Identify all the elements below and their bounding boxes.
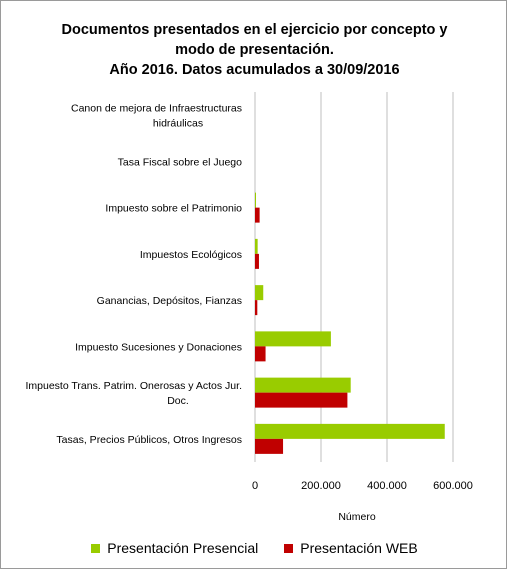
legend-item-web: Presentación WEB [284,540,418,556]
bar-web [255,207,260,223]
bar-web [255,438,284,454]
category-label: Impuesto sobre el Patrimonio [105,203,242,215]
category-label: Tasas, Precios Públicos, Otros Ingresos [56,434,242,446]
title-line-2: modo de presentación. [175,42,334,58]
chart-legend: Presentación Presencial Presentación WEB [0,540,509,556]
bar-web [255,392,348,408]
bar-presencial [255,238,258,254]
x-axis-label: Número [338,511,376,523]
title-line-1: Documentos presentados en el ejercicio p… [61,22,448,38]
bar-presencial [255,192,256,208]
bar-presencial [255,331,331,347]
category-label: Impuestos Ecológicos [140,249,242,261]
legend-item-presencial: Presentación Presencial [91,540,258,556]
category-label: Impuesto Sucesiones y Donaciones [75,341,242,353]
legend-label-presencial: Presentación Presencial [107,540,259,556]
x-tick-label: 0 [252,480,258,492]
bar-web [255,253,259,269]
bar-web [255,346,266,362]
bar-presencial [255,377,351,393]
title-line-3: Año 2016. Datos acumulados a 30/09/2016 [109,62,400,78]
category-label: Impuesto Trans. Patrim. Onerosas y Actos… [25,380,242,392]
legend-label-web: Presentación WEB [300,540,418,556]
category-label: Tasa Fiscal sobre el Juego [118,156,242,168]
category-label: Doc. [167,395,189,407]
category-label: Ganancias, Depósitos, Fianzas [97,295,242,307]
x-tick-label: 200.000 [301,480,341,492]
x-tick-label: 400.000 [367,480,407,492]
bar-web [255,300,258,316]
bar-presencial [255,423,445,439]
chart-title: Documentos presentados en el ejercicio p… [40,20,469,80]
bar-presencial [255,285,264,301]
legend-swatch-presencial [91,543,101,553]
x-tick-label: 600.000 [433,480,473,492]
legend-swatch-web [284,543,294,553]
category-label: Canon de mejora de Infraestructuras [71,103,242,115]
category-label: hidráulicas [153,118,203,130]
